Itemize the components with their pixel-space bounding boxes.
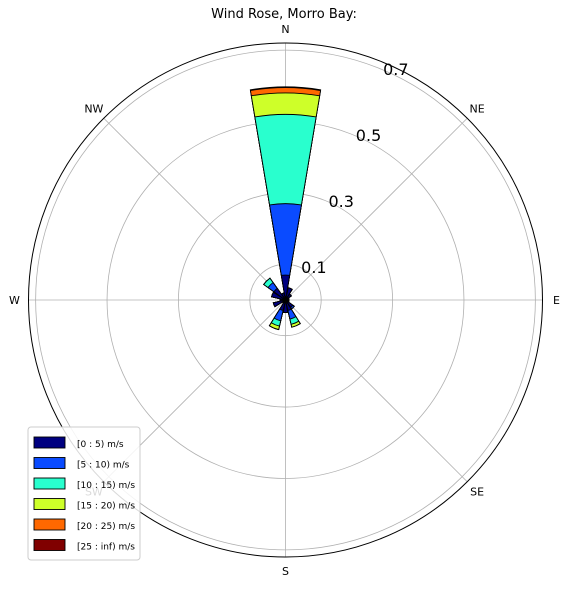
legend-label-1: [5 : 10) m/s <box>77 461 130 471</box>
grid-spoke-NE <box>285 117 468 301</box>
bar-SSE-bin-0 <box>285 299 292 311</box>
legend-label-5: [25 : inf) m/s <box>77 543 135 553</box>
bar-S-bin-0 <box>282 299 289 313</box>
grid-spoke-NW <box>103 117 286 301</box>
legend-swatch-4 <box>33 518 66 531</box>
legend-label-4: [20 : 25) m/s <box>77 522 135 532</box>
radial-tick-label: 0.5 <box>356 126 381 145</box>
direction-label-S: S <box>282 565 289 578</box>
grid-spoke-SE <box>285 299 468 483</box>
bar-SE-bin-0 <box>285 299 294 308</box>
legend-label-3: [15 : 20) m/s <box>77 502 135 512</box>
bar-N-bin-0 <box>280 274 291 301</box>
radial-tick-label: 0.3 <box>328 192 353 211</box>
bar-NW-bin-0 <box>273 287 286 301</box>
bar-WNW-bin-0 <box>271 291 286 301</box>
outer-circle <box>28 42 543 558</box>
radial-tick-label: 0.1 <box>301 258 326 277</box>
legend-swatch-5 <box>33 539 66 551</box>
bar-NNW-bin-0 <box>281 292 286 301</box>
direction-label-SE: SE <box>470 486 484 499</box>
legend-label-0: [0 : 5) m/s <box>77 440 124 450</box>
legend-swatch-2 <box>33 477 66 490</box>
bar-WSW-bin-0 <box>272 299 286 308</box>
legend-swatch-1 <box>33 457 66 469</box>
legend-swatch-3 <box>33 498 66 510</box>
direction-label-N: N <box>281 23 289 36</box>
direction-label-NE: NE <box>470 102 485 115</box>
bar-NE-bin-0 <box>285 293 292 301</box>
direction-label-NW: NW <box>84 102 103 115</box>
bar-N-bin-1 <box>269 203 302 301</box>
chart-title: Wind Rose, Morro Bay: <box>211 7 357 22</box>
legend-label-2: [10 : 15) m/s <box>77 481 135 491</box>
radial-tick-label: 0.7 <box>383 60 408 79</box>
direction-label-W: W <box>9 294 20 307</box>
direction-label-E: E <box>553 294 560 307</box>
legend-swatch-0 <box>33 436 66 449</box>
